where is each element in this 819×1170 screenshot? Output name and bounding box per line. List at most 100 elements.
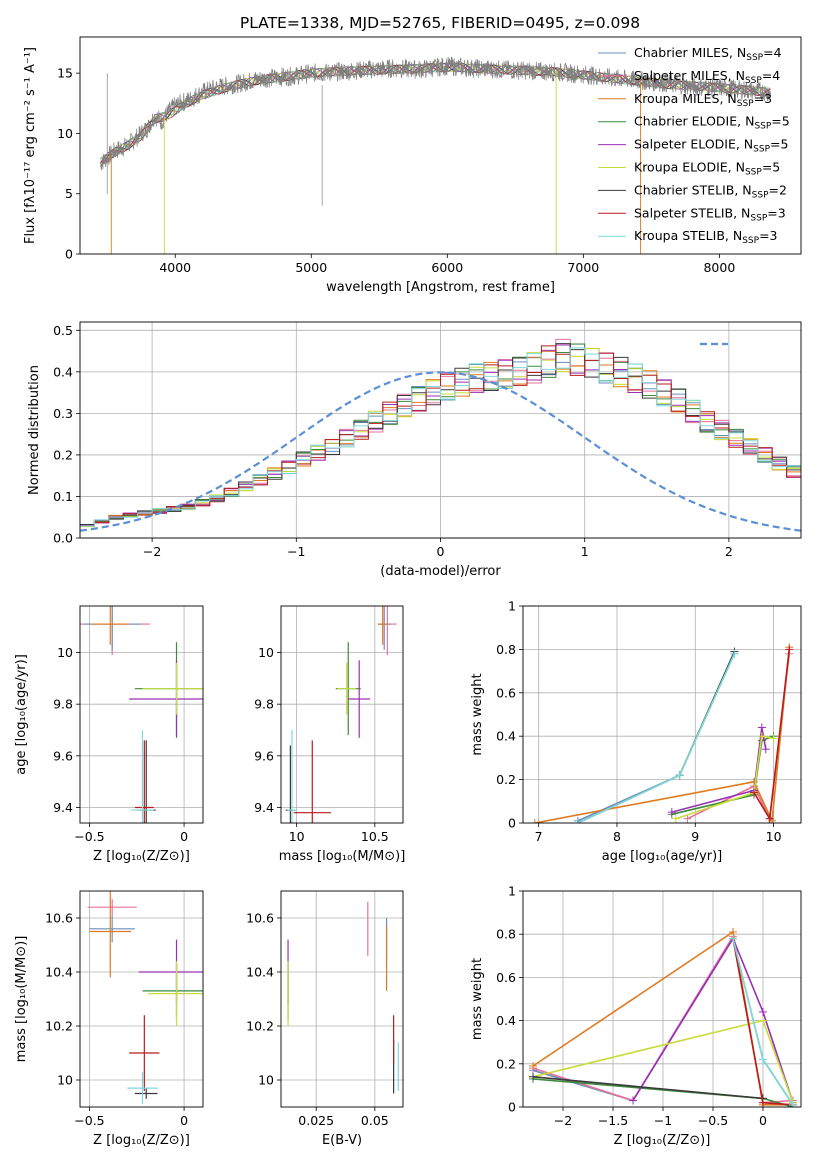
plot-frame <box>280 890 404 1108</box>
chart-panel-mass-vs-EBV: 0.025 0.05 10 10.2 10.4 10.6 E(B-V) <box>246 890 404 1148</box>
weight-series-salpeter_elodie <box>671 727 767 813</box>
legend-entry-tail: =3 <box>767 205 785 220</box>
y-tick-label: 9.8 <box>53 697 73 712</box>
x-tick-label: −2 <box>554 1113 572 1128</box>
y-tick-label: 0.1 <box>53 489 73 504</box>
y-tick-label: 10.2 <box>45 1019 73 1034</box>
x-tick-label: 2 <box>725 544 733 559</box>
weight-series-chabrier_stelib <box>577 651 736 823</box>
legend-entry-tail: =5 <box>762 160 780 175</box>
y-tick-label: 1 <box>508 884 516 899</box>
x-tick-label: 0.025 <box>298 1113 334 1128</box>
legend-entry: Salpeter STELIB, NSSP=3 <box>634 205 786 223</box>
y-tick-label: 0 <box>508 816 516 831</box>
chart-panel-age-vs-mass: 10 10.5 9.4 9.6 9.8 10 mass [log₁₀(M/M⊙)] <box>254 605 406 864</box>
plot-frame <box>79 890 204 1108</box>
y-axis-label: mass weight <box>470 673 485 755</box>
y-tick-label: 0.0 <box>53 531 73 546</box>
legend-entry-label: Kroupa MILES, N <box>634 91 737 106</box>
chart-panel-weight-vs-Z: −2 −1.5 −1 −0.5 0 0 0.2 0.4 0.6 0.8 1 Z [log₁₀(Z/Z⊙… <box>470 884 802 1148</box>
legend-entry: Salpeter MILES, NSSP=4 <box>634 68 780 86</box>
y-axis-label: age [log₁₀(age/yr)] <box>14 654 29 775</box>
y-axis-label: mass [log₁₀(M/M⊙)] <box>14 936 29 1063</box>
y-tick-label: 10.4 <box>246 965 274 980</box>
y-tick-label: 0.6 <box>496 685 516 700</box>
y-tick-label: 0.4 <box>496 1013 516 1028</box>
weight-series-kroupa_miles <box>534 647 791 823</box>
y-tick-label: 10.4 <box>45 965 73 980</box>
plot-area <box>100 56 772 254</box>
legend-entry-tail: =4 <box>763 45 781 60</box>
x-tick-label: 0.05 <box>361 1113 389 1128</box>
plot-area <box>80 338 801 532</box>
legend-entry: Chabrier ELODIE, NSSP=5 <box>634 114 790 132</box>
legend-entry-sub: SSP <box>752 190 769 200</box>
x-tick-label: −2 <box>143 544 161 559</box>
figure-title: PLATE=1338, MJD=52765, FIBERID=0495, z=0… <box>240 14 640 32</box>
chart-panel-age-vs-Z: −0.5 0 9.4 9.6 9.8 10 Z [log₁₀(Z/Z⊙)] age [log₁… <box>14 605 204 864</box>
y-tick-label: 0.2 <box>496 772 516 787</box>
x-tick-label: 5000 <box>295 260 327 275</box>
legend-entry-label: Chabrier MILES, N <box>634 45 746 60</box>
chart-panel-weight-vs-age: 7 8 9 10 0 0.2 0.4 0.6 0.8 1 age [log₁₀(age/yr)] ma… <box>470 599 802 864</box>
y-tick-label: 0.6 <box>496 970 516 985</box>
x-axis-label: age [log₁₀(age/yr)] <box>602 849 723 864</box>
legend-entry: Salpeter ELODIE, NSSP=5 <box>634 137 788 155</box>
normal-curve <box>80 371 801 532</box>
x-tick-label: −0.5 <box>74 829 104 844</box>
y-tick-label: 9.6 <box>254 748 274 763</box>
plot-area <box>530 643 794 823</box>
x-axis-label: Z [log₁₀(Z/Z⊙)] <box>614 1133 711 1148</box>
y-tick-label: 0 <box>65 247 73 262</box>
legend-entry: Chabrier STELIB, NSSP=2 <box>634 182 787 200</box>
legend-entry-tail: =2 <box>769 182 787 197</box>
x-axis-label: Z [log₁₀(Z/Z⊙)] <box>93 1133 190 1148</box>
chart-panel-residuals: −2 −1 0 1 2 0.0 0.1 0.2 0.3 0.4 0.5 (data-model)/er… <box>27 321 802 579</box>
y-tick-label: 5 <box>65 186 73 201</box>
y-tick-label: 10.6 <box>45 911 73 926</box>
weight-series-kroupa_stelib <box>577 653 736 823</box>
y-tick-label: 10.2 <box>246 1019 274 1034</box>
y-tick-label: 0.4 <box>496 729 516 744</box>
weight-series-chabrier_miles <box>577 653 736 822</box>
x-tick-label: 6000 <box>431 260 463 275</box>
chart-panel-spectrum: 4000 5000 6000 7000 8000 0 5 10 15 wavelength [An… <box>23 36 802 295</box>
x-axis-label: mass [log₁₀(M/M⊙)] <box>279 849 406 864</box>
legend-entry-label: Chabrier STELIB, N <box>634 182 752 197</box>
legend-entry: Chabrier MILES, NSSP=4 <box>634 45 782 63</box>
data-spectrum <box>100 56 772 171</box>
x-tick-label: 7 <box>535 829 543 844</box>
x-axis-label: E(B-V) <box>322 1133 362 1148</box>
plot-frame <box>79 605 204 824</box>
plot-frame <box>79 321 802 539</box>
legend-entry-label: Kroupa STELIB, N <box>634 228 742 243</box>
x-axis-label: (data-model)/error <box>380 564 501 579</box>
x-tick-label: 8000 <box>703 260 735 275</box>
legend-entry: Kroupa ELODIE, NSSP=5 <box>634 160 780 178</box>
x-tick-label: 4000 <box>159 260 191 275</box>
legend-entry-tail: =5 <box>770 137 788 152</box>
plot-area <box>287 901 399 1094</box>
x-tick-label: 10.5 <box>361 829 389 844</box>
x-tick-label: 7000 <box>567 260 599 275</box>
y-tick-label: 10 <box>258 645 274 660</box>
y-tick-label: 10.6 <box>246 911 274 926</box>
x-axis-label: wavelength [Angstrom, rest frame] <box>326 280 555 295</box>
y-tick-label: 0.3 <box>53 406 73 421</box>
y-tick-label: 0.8 <box>496 927 516 942</box>
legend-entry-label: Salpeter MILES, N <box>634 68 745 83</box>
x-tick-label: 0 <box>180 829 188 844</box>
y-tick-label: 9.8 <box>254 697 274 712</box>
x-tick-label: 1 <box>581 544 589 559</box>
weight-series-kroupa_elodie <box>675 735 774 820</box>
legend-entry-sub: SSP <box>737 99 754 109</box>
legend-entry-label: Chabrier ELODIE, N <box>634 114 754 129</box>
x-tick-label: −1 <box>654 1113 672 1128</box>
legend-entry-tail: =4 <box>762 68 780 83</box>
x-tick-label: −1.5 <box>598 1113 628 1128</box>
y-tick-label: 0.2 <box>496 1056 516 1071</box>
x-tick-label: 10 <box>289 829 305 844</box>
y-tick-label: 0 <box>508 1100 516 1115</box>
x-axis-label: Z [log₁₀(Z/Z⊙)] <box>93 849 190 864</box>
